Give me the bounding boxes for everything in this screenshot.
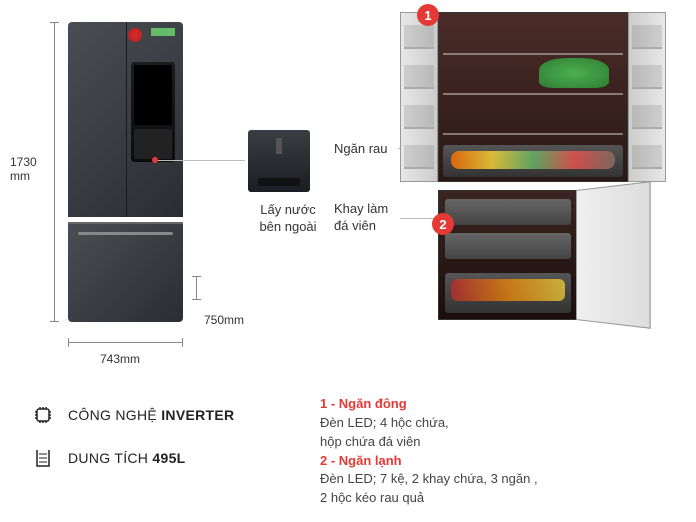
brand-badge-red <box>128 28 142 42</box>
dispenser-detail <box>248 130 310 192</box>
door-left-open <box>400 12 438 182</box>
display-screen <box>134 65 172 125</box>
freezer-drawer-1 <box>445 199 571 225</box>
dispenser-label: Lấy nước bên ngoài <box>254 202 322 236</box>
callout-line-dispenser <box>155 160 245 161</box>
legend-title-1: 1 - Ngăn đông <box>320 395 538 414</box>
spec-inverter: CÔNG NGHỆ INVERTER <box>30 402 234 428</box>
energy-label <box>151 28 175 36</box>
dim-line-height <box>54 22 55 322</box>
number-badge-2: 2 <box>432 213 454 235</box>
drawer-handle <box>78 232 173 235</box>
spec-capacity: DUNG TÍCH 495L <box>30 445 186 471</box>
label-ice-tray: Khay làm đá viên <box>334 201 396 235</box>
dim-depth: 750mm <box>204 313 244 327</box>
water-dispenser <box>134 129 172 159</box>
freezer-basket <box>445 273 571 313</box>
nozzle <box>276 138 282 154</box>
vegetables <box>539 58 609 88</box>
dim-width: 743mm <box>100 352 140 366</box>
door-right-open <box>628 12 666 182</box>
legend-desc-1: Đèn LED; 4 hộc chứa, hộp chứa đá viên <box>320 414 538 452</box>
fridge-open-bottom <box>400 190 666 320</box>
fridge-lower <box>68 222 183 322</box>
capacity-icon <box>30 445 56 471</box>
legend: 1 - Ngăn đông Đèn LED; 4 hộc chứa, hộp c… <box>320 395 538 508</box>
number-badge-1: 1 <box>417 4 439 26</box>
dim-height: 1730 mm <box>10 155 37 183</box>
fridge-interior-top <box>438 12 628 182</box>
legend-title-2: 2 - Ngăn lạnh <box>320 452 538 471</box>
callout-dot-dispenser <box>152 157 158 163</box>
freezer-interior <box>438 190 578 320</box>
spec-inverter-text: CÔNG NGHỆ INVERTER <box>68 407 234 423</box>
fridge-open-top <box>400 12 666 182</box>
dim-line-depth <box>196 276 197 300</box>
spec-capacity-text: DUNG TÍCH 495L <box>68 450 186 466</box>
label-veg-compartment: Ngăn rau <box>334 141 387 158</box>
chip-icon <box>30 402 56 428</box>
drip-tray <box>258 178 300 186</box>
door-split <box>126 22 127 217</box>
freezer-drawer-2 <box>445 233 571 259</box>
freezer-door-open <box>576 181 651 329</box>
dim-line-width <box>68 342 183 343</box>
fridge-closed <box>68 22 183 322</box>
fridge-upper <box>68 22 183 217</box>
fridge-open <box>400 12 666 332</box>
legend-desc-2: Đèn LED; 7 kệ, 2 khay chứa, 3 ngăn , 2 h… <box>320 470 538 508</box>
control-panel <box>131 62 175 162</box>
crisper-drawer <box>443 145 623 177</box>
